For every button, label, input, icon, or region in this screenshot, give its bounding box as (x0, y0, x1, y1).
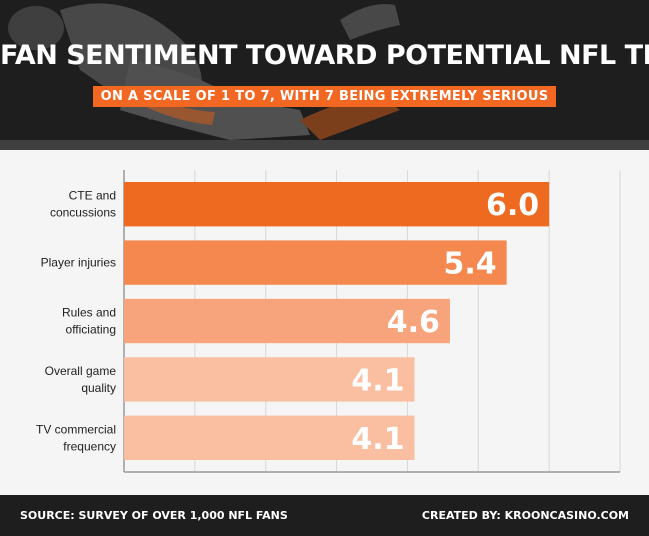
football-player-photo (0, 0, 649, 150)
credit-note: CREATED BY: KROONCASINO.COM (421, 509, 629, 522)
data-label: 6.0 (486, 188, 539, 223)
data-label: 5.4 (443, 247, 496, 282)
data-label: 4.1 (351, 422, 404, 457)
bar (124, 182, 550, 227)
category-label: Player injuries (41, 256, 116, 270)
bar-chart: 6.0 CTE and concussions 5.4 Player injuries 4… (36, 170, 621, 473)
footer-bar: SOURCE: SURVEY OF OVER 1,000 NFL FANS CR… (0, 495, 649, 536)
header-banner: FAN SENTIMENT TOWARD POTENTIAL NFL THREA… (0, 0, 649, 150)
bar (124, 298, 450, 344)
category-label: TV commercial frequency (36, 422, 116, 453)
data-label: 4.6 (387, 305, 440, 340)
category-label: Rules and officiating (62, 306, 116, 337)
category-label: Overall game quality (45, 364, 117, 395)
chart-title: FAN SENTIMENT TOWARD POTENTIAL NFL THREA… (0, 40, 649, 71)
chart-area: 6.0 CTE and concussions 5.4 Player injuries 4… (0, 150, 649, 495)
bar (124, 240, 507, 285)
category-label: CTE and concussions (50, 189, 116, 220)
chart-subtitle: ON A SCALE OF 1 TO 7, WITH 7 BEING EXTRE… (92, 86, 557, 107)
data-label: 4.1 (351, 363, 404, 398)
source-note: SOURCE: SURVEY OF OVER 1,000 NFL FANS (20, 509, 288, 522)
bar (124, 357, 415, 402)
bar (124, 415, 415, 460)
